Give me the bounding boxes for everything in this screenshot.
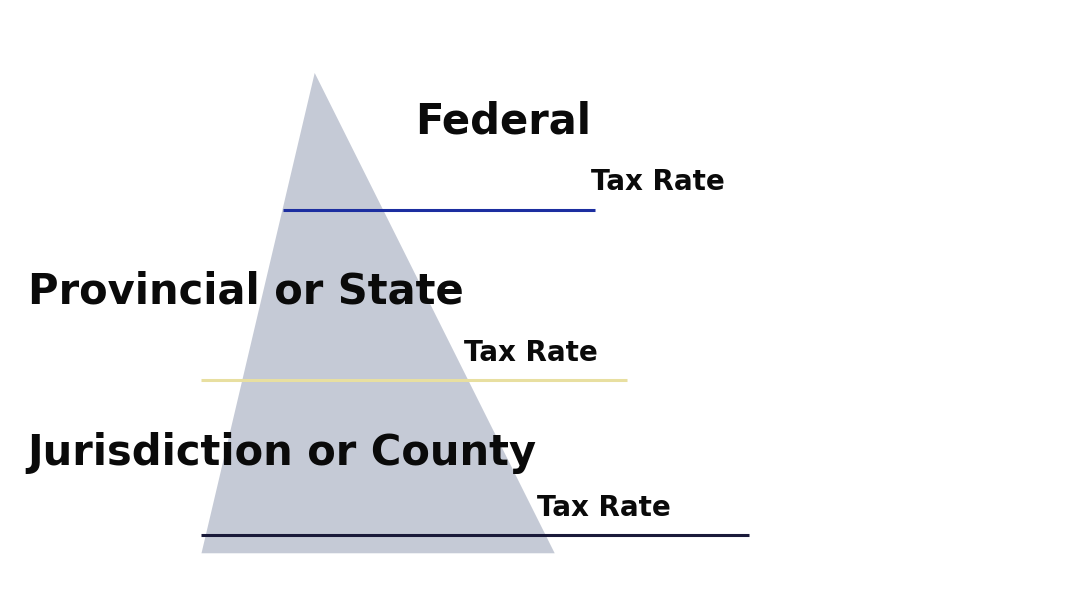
Text: Jurisdiction or County: Jurisdiction or County: [27, 432, 537, 474]
Polygon shape: [202, 73, 555, 553]
Text: Tax Rate: Tax Rate: [537, 494, 671, 522]
Text: Tax Rate: Tax Rate: [464, 339, 598, 367]
Text: Tax Rate: Tax Rate: [591, 168, 725, 196]
Text: Federal: Federal: [415, 100, 591, 143]
Text: Provincial or State: Provincial or State: [28, 271, 464, 313]
